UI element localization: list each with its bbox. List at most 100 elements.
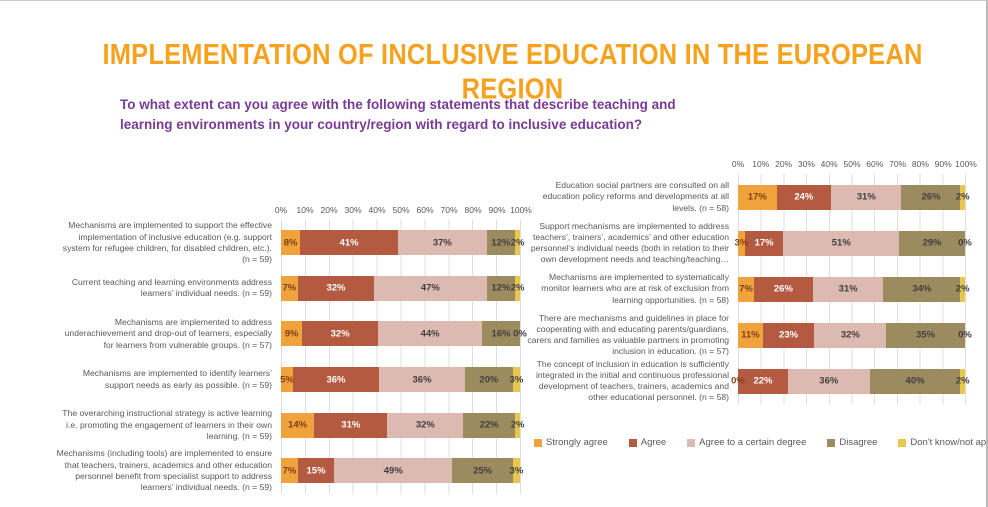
axis-tick-label: 40% (820, 159, 838, 169)
bar-segment-value: 32% (840, 329, 860, 341)
plot-area-cell: 0% 22% 36% 40% 2% (731, 358, 970, 404)
bar-segment: 40% (869, 368, 961, 394)
bar-segment: 5% (280, 367, 294, 393)
bar-segment-value: 16% (491, 328, 511, 340)
bar-segment: 15% (297, 458, 335, 484)
bar-segment: 34% (883, 276, 961, 302)
bar-segment: 37% (398, 230, 487, 256)
bar-segment-value: 12% (491, 237, 511, 249)
bar-segment-value: 26% (773, 283, 793, 295)
bar-segment: 24% (776, 184, 832, 210)
bar-segment: 9% (281, 321, 303, 347)
bar-segment: 3% (510, 458, 523, 484)
legend-item-label: Disagree (839, 437, 878, 448)
bar-segment-value: 37% (432, 237, 452, 249)
bar-segment-value: 36% (819, 375, 839, 387)
bar-segment-value: 32% (326, 282, 346, 294)
axis-spacer (519, 158, 738, 174)
bar-segment: 7% (281, 458, 298, 484)
bar-segment-value: 49% (383, 465, 403, 477)
stacked-bar: 5% 36% 36% 20% 3% (280, 367, 523, 393)
plot-area-cell: 7% 32% 47% 12% 2% (281, 265, 524, 312)
bar-segment-value: 41% (339, 237, 359, 249)
stacked-bar: 9% 32% 44% 16% 0% (281, 321, 527, 347)
stacked-bar: 17% 24% 31% 26% 2% (738, 184, 970, 210)
bar-segment-value: 44% (420, 328, 440, 340)
bar-segment-value: 51% (831, 237, 851, 249)
bar-segment: 2% (956, 368, 970, 394)
bar-segment-value: 35% (916, 329, 936, 341)
bar-segment: 49% (334, 458, 453, 484)
bar-segment-value: 32% (415, 419, 435, 431)
bar-segment: 14% (281, 412, 315, 438)
bar-segment-value: 2% (955, 283, 970, 295)
bar-segment-value: 7% (282, 282, 297, 294)
bar-segment: 32% (814, 322, 887, 348)
axis-tick-label: 50% (392, 205, 410, 215)
bar-segment: 23% (762, 322, 815, 348)
category-label: Mechanisms are implemented to identify l… (82, 368, 272, 390)
chart-row: Mechanisms are implemented to identify l… (55, 356, 523, 403)
axis-tick-label: 10% (752, 159, 770, 169)
bar-segment: 36% (292, 367, 379, 393)
bar-segment-value: 0% (513, 328, 527, 340)
axis-tick-label: 70% (889, 159, 907, 169)
bar-segment: 3% (735, 230, 748, 256)
bar-segment: 36% (379, 367, 466, 393)
bar-segment: 44% (378, 321, 483, 347)
bar-segment-value: 36% (412, 374, 432, 386)
legend-item-label: Agree to a certain degree (699, 437, 807, 448)
bar-segment: 35% (886, 322, 965, 348)
legend-item: Don't know/not applicable (898, 437, 987, 448)
bar-segment: 17% (744, 230, 784, 256)
bar-segment-value: 2% (510, 237, 525, 249)
bar-segment-value: 31% (341, 419, 361, 431)
category-label: Mechanisms (including tools) are impleme… (56, 448, 272, 492)
bar-segment: 3% (510, 367, 523, 393)
chart-row: Mechanisms are implemented to support th… (55, 220, 524, 266)
legend-item-label: Don't know/not applicable (910, 437, 987, 448)
axis-tick-label: 90% (934, 159, 952, 169)
bar-segment: 32% (302, 321, 379, 347)
plot-area-cell: 8% 41% 37% 12% 2% (281, 220, 524, 266)
bar-segment-value: 22% (479, 419, 499, 431)
plot-area-cell: 3% 17% 51% 29% 0% (735, 220, 972, 266)
bar-segment: 32% (387, 412, 464, 438)
axis-tick-label: 20% (775, 159, 793, 169)
page-title: IMPLEMENTATION OF INCLUSIVE EDUCATION IN… (102, 37, 923, 106)
category-label: Current teaching and learning environmen… (71, 277, 272, 299)
legend-item-label: Strongly agree (546, 437, 608, 448)
bar-segment-value: 2% (955, 191, 970, 203)
bar-segment-value: 12% (491, 282, 511, 294)
axis-tick-label: 30% (797, 159, 815, 169)
axis-row: 0% 10% 20% 30% 40% 50% 60% 70% 80% 90% 100% (55, 204, 532, 220)
stacked-bar: 0% 22% 36% 40% 2% (731, 368, 970, 394)
chart-row: Current teaching and learning environmen… (55, 265, 524, 312)
plot-area-cell: 5% 36% 36% 20% 3% (280, 356, 523, 403)
legend-color-swatch (687, 438, 696, 447)
stacked-bar: 7% 15% 49% 25% 3% (281, 458, 523, 484)
category-label: The overarching instructional strategy i… (62, 408, 272, 441)
legend-color-swatch (534, 438, 542, 447)
bar-segment: 36% (787, 368, 870, 394)
bar-segment-value: 7% (282, 465, 297, 477)
stacked-bar: 7% 32% 47% 12% 2% (281, 275, 524, 301)
axis-tick-label: 30% (344, 205, 362, 215)
bar-segment-value: 26% (921, 191, 941, 203)
bar-segment: 47% (374, 275, 487, 301)
bar-segment-value: 31% (856, 191, 876, 203)
bar-segment-value: 7% (739, 283, 753, 295)
bar-segment-value: 36% (326, 374, 346, 386)
plot-area-cell: 7% 15% 49% 25% 3% (281, 447, 523, 494)
chart-row: Education social partners are consulted … (519, 174, 970, 220)
right-stacked-bar-chart: 0% 10% 20% 30% 40% 50% 60% 70% 80% 90% 100% Educati… (519, 158, 977, 404)
category-label: There are mechanisms and guidelines in p… (527, 312, 729, 357)
bar-segment: 7% (738, 276, 754, 302)
bar-segment-value: 2% (955, 375, 970, 387)
bar-segment-value: 0% (731, 375, 745, 387)
bar-segment: 17% (738, 184, 777, 210)
bar-segment-value: 24% (794, 191, 814, 203)
legend-item: Agree (628, 437, 666, 448)
legend-item: Agree to a certain degree (687, 437, 806, 448)
axis-tick-label: 0% (274, 205, 288, 215)
